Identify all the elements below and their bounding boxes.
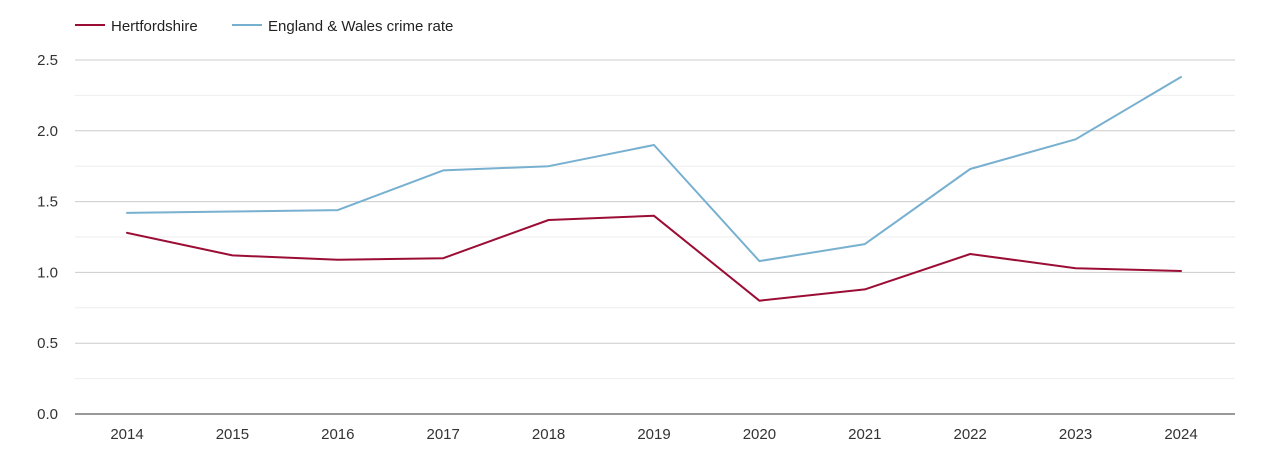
grid <box>75 59 1235 380</box>
x-tick-label: 2016 <box>321 426 354 443</box>
x-tick-label: 2015 <box>216 426 249 443</box>
x-tick-label: 2014 <box>110 426 143 443</box>
legend-label: Hertfordshire <box>111 18 198 35</box>
legend: Hertfordshire England & Wales crime rate <box>75 18 453 35</box>
x-tick-label: 2020 <box>743 426 776 443</box>
x-tick-label: 2022 <box>954 426 987 443</box>
legend-label: England & Wales crime rate <box>268 18 453 35</box>
y-tick-label: 1.5 <box>37 194 58 211</box>
x-tick-label: 2019 <box>637 426 670 443</box>
y-tick-label: 0.5 <box>37 335 58 352</box>
x-tick-label: 2024 <box>1164 426 1197 443</box>
x-tick-label: 2021 <box>848 426 881 443</box>
x-axis: 2014 2015 2016 2017 2018 2019 2020 2021 2022 2023… <box>75 413 1235 443</box>
series-group <box>126 76 1182 302</box>
x-tick-label: 2017 <box>427 426 460 443</box>
y-axis: 0.0 0.5 1.0 1.5 2.0 2.5 <box>37 52 58 423</box>
series-line-england-wales <box>126 76 1182 263</box>
y-tick-label: 1.0 <box>37 264 58 281</box>
series-line-hertfordshire <box>126 214 1182 302</box>
y-tick-label: 0.0 <box>37 406 58 423</box>
x-tick-label: 2023 <box>1059 426 1092 443</box>
y-tick-label: 2.5 <box>37 52 58 69</box>
x-tick-label: 2018 <box>532 426 565 443</box>
y-tick-label: 2.0 <box>37 123 58 140</box>
